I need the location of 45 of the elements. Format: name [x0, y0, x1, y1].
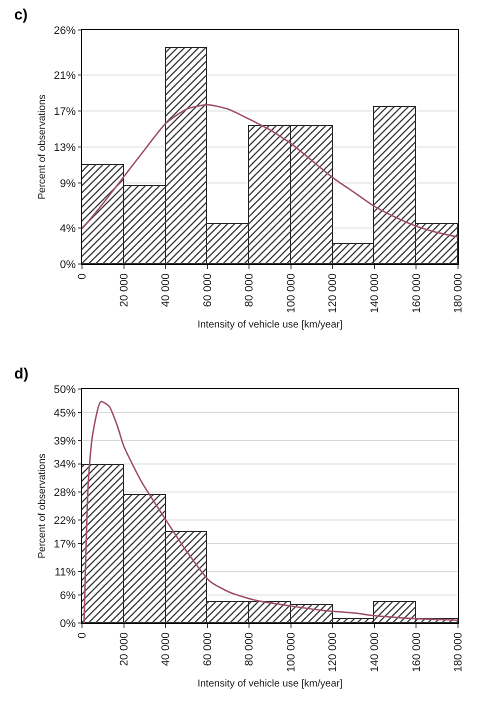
chart-title: d) [14, 365, 28, 382]
y-tick-label: 39% [54, 435, 76, 448]
x-tick-label: 0 [76, 273, 89, 280]
x-tick-label: 160 000 [410, 632, 423, 672]
chart-title: c) [14, 6, 28, 24]
y-tick-label: 45% [54, 407, 76, 420]
x-tick-label: 120 000 [327, 632, 340, 672]
y-tick-label: 21% [54, 70, 76, 82]
y-tick-label: 17% [54, 106, 76, 118]
y-axis-title: Percent of observations [36, 94, 48, 200]
x-tick-label: 160 000 [410, 273, 423, 314]
y-tick-label: 9% [60, 178, 76, 190]
x-tick-label: 180 000 [452, 632, 465, 672]
y-tick-label: 6% [60, 590, 76, 602]
x-tick-label: 20 000 [118, 632, 130, 666]
x-tick-label: 40 000 [160, 632, 172, 666]
y-tick-label: 17% [54, 538, 76, 550]
x-tick-label: 0 [76, 632, 89, 639]
x-tick-label: 140 000 [369, 632, 382, 672]
y-tick-label: 34% [54, 458, 76, 471]
y-tick-label: 11% [54, 566, 76, 578]
x-tick-label: 60 000 [202, 273, 214, 308]
line-series [82, 104, 458, 238]
x-axis-title: Intensity of vehicle use [km/year] [197, 320, 343, 331]
y-tick-label: 4% [60, 222, 76, 235]
x-tick-label: 180 000 [452, 273, 465, 314]
x-tick-label: 80 000 [244, 632, 256, 666]
y-tick-label: 22% [54, 514, 76, 527]
x-tick-label: 100 000 [285, 273, 298, 314]
line-series [83, 400, 458, 623]
x-tick-label: 60 000 [202, 632, 214, 666]
x-tick-label: 40 000 [160, 273, 172, 308]
y-tick-label: 0% [60, 258, 76, 271]
x-tick-label: 20 000 [118, 273, 130, 308]
x-tick-label: 80 000 [244, 273, 256, 308]
x-tick-label: 140 000 [369, 273, 382, 314]
y-tick-label: 26% [54, 24, 76, 37]
x-tick-label: 100 000 [285, 632, 298, 672]
x-tick-label: 120 000 [327, 273, 340, 314]
y-tick-label: 13% [54, 142, 76, 154]
x-axis-title: Intensity of vehicle use [km/year] [197, 678, 343, 690]
y-tick-label: 28% [54, 486, 76, 499]
y-axis-title: Percent of observations [36, 453, 48, 559]
y-tick-label: 0% [60, 618, 76, 630]
y-tick-label: 50% [54, 384, 76, 396]
